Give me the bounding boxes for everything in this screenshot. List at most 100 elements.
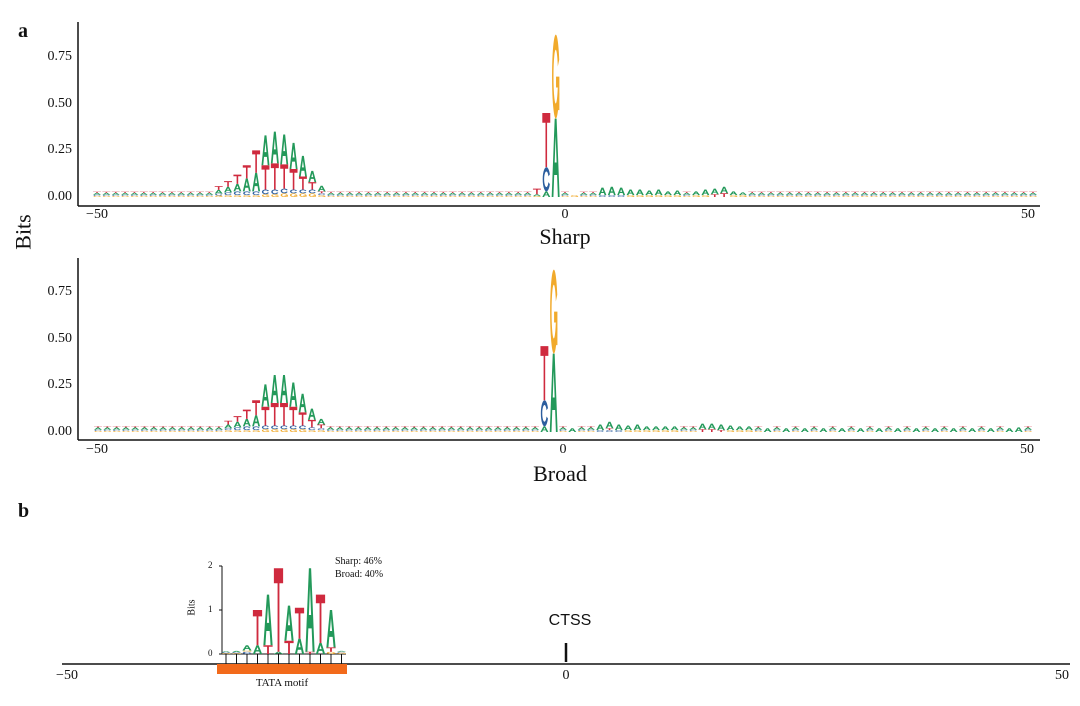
logo-letter-A <box>252 415 261 427</box>
logo-letter-G <box>243 430 251 432</box>
logo-letter-G-shape <box>252 195 260 197</box>
logo-letter-A-shape <box>149 427 158 430</box>
logo-letter-G-shape <box>554 311 558 346</box>
logo-letter-A-shape <box>205 427 214 430</box>
logo-letter-G-shape <box>215 430 223 432</box>
logo-letter-G-shape <box>945 195 953 197</box>
logo-letter-C-shape <box>318 193 326 196</box>
logo-letter-A <box>298 393 307 413</box>
logo-letter-C-shape <box>940 429 948 431</box>
logo-letter-C <box>940 429 948 431</box>
logo-letter-G-shape <box>271 194 279 197</box>
logo-letter-T-shape <box>102 191 111 193</box>
logo-letter-G <box>829 430 837 432</box>
logo-letter-A-shape <box>707 423 716 430</box>
logo-letter-G-shape <box>187 430 195 432</box>
logo-letter-C-shape <box>392 194 401 196</box>
logo-letter-A-shape <box>401 192 410 195</box>
logo-letter-A-shape <box>400 427 409 430</box>
logo-letter-T-shape <box>93 191 101 193</box>
logo-letter-A-shape <box>326 427 335 430</box>
logo-letter-T-shape <box>307 419 316 428</box>
logo-letter-C <box>683 194 691 196</box>
logo-letter-C-shape <box>102 194 110 196</box>
logo-letter-G <box>439 195 448 197</box>
logo-letter-G-shape <box>326 651 336 654</box>
logo-letter-T-shape <box>991 191 1000 193</box>
logo-letter-A <box>958 427 967 430</box>
logo-letter-C-shape <box>495 194 504 196</box>
tata-motif-label: TATA motif <box>255 677 309 689</box>
logo-letter-T-shape <box>392 191 401 193</box>
logo-letter-G <box>112 195 120 197</box>
logo-letter-G <box>636 195 644 197</box>
logo-letter-A-shape <box>772 427 781 430</box>
logo-letter-C <box>767 194 775 196</box>
logo-letter-C <box>355 194 363 196</box>
logo-letter-G-shape <box>589 195 597 197</box>
logo-letter-C <box>512 429 521 431</box>
logo-letter-T <box>315 594 326 643</box>
logo-letter-C-shape <box>289 189 298 194</box>
logo-letter-G-shape <box>677 196 682 197</box>
logo-letter-T-shape <box>354 426 363 428</box>
logo-letter-G <box>392 430 400 432</box>
logo-letter-C-shape <box>103 429 111 431</box>
logo-letter-C <box>419 429 428 431</box>
logo-letter-G-shape <box>243 430 251 432</box>
logo-letter-C <box>392 194 401 196</box>
logo-letter-G <box>870 195 878 197</box>
logo-letter-C <box>168 194 176 196</box>
logo-letter-C-shape <box>860 194 869 196</box>
logo-letter-A <box>484 427 493 430</box>
logo-letter-A <box>561 192 569 195</box>
logo-letter-A <box>624 425 633 431</box>
logo-letter-T <box>363 426 372 428</box>
logo-letter-C-shape <box>308 427 316 431</box>
logo-letter-T-shape <box>577 426 586 428</box>
logo-letter-A-shape <box>456 427 465 430</box>
logo-letter-A-shape <box>617 187 626 196</box>
x-tick: 50 <box>1055 668 1069 683</box>
logo-letter-A <box>1029 192 1037 195</box>
logo-letter-A-shape <box>579 192 588 195</box>
logo-letter-A-shape <box>158 192 167 195</box>
logo-letter-A <box>336 650 347 652</box>
logo-letter-T-shape <box>140 426 149 428</box>
logo-letter-T-shape <box>940 426 949 428</box>
logo-letter-T-shape <box>458 191 467 193</box>
logo-letter-T <box>504 191 513 193</box>
logo-letter-C <box>271 425 279 430</box>
logo-letter-G <box>757 195 766 197</box>
logo-letter-A-shape <box>411 192 420 195</box>
y-tick: 0.00 <box>47 424 73 439</box>
logo-letter-T <box>810 426 819 428</box>
logo-letter-T <box>785 191 794 193</box>
logo-letter-C-shape <box>289 425 297 430</box>
logo-letter-A-shape <box>298 155 307 177</box>
logo-letter-A <box>841 192 850 195</box>
logo-letter-A <box>140 427 149 430</box>
logo-letter-C <box>494 429 502 431</box>
logo-letter-G <box>411 195 419 197</box>
logo-letter-G-shape <box>466 430 474 432</box>
mini-y-tick: 0 <box>208 648 213 658</box>
logo-letter-C <box>561 194 569 196</box>
logo-letter-A-shape <box>373 192 382 195</box>
logo-letter-T <box>140 426 149 428</box>
logo-letter-T <box>935 191 944 193</box>
logo-letter-G-shape <box>736 430 744 432</box>
logo-letter-C-shape <box>271 189 279 195</box>
logo-letter-G-shape <box>804 195 812 197</box>
logo-letter-G <box>736 430 744 432</box>
logo-letter-T <box>224 181 233 187</box>
logo-letter-T <box>94 426 102 428</box>
logo-letter-T <box>884 426 893 428</box>
logo-letter-T <box>1010 191 1019 193</box>
logo-letter-A <box>177 427 186 430</box>
logo-letter-G-shape <box>346 195 354 197</box>
logo-letter-G <box>382 430 391 432</box>
logo-letter-T-shape <box>963 191 972 193</box>
logo-letter-G <box>673 195 682 197</box>
logo-letter-T-shape <box>823 191 832 193</box>
